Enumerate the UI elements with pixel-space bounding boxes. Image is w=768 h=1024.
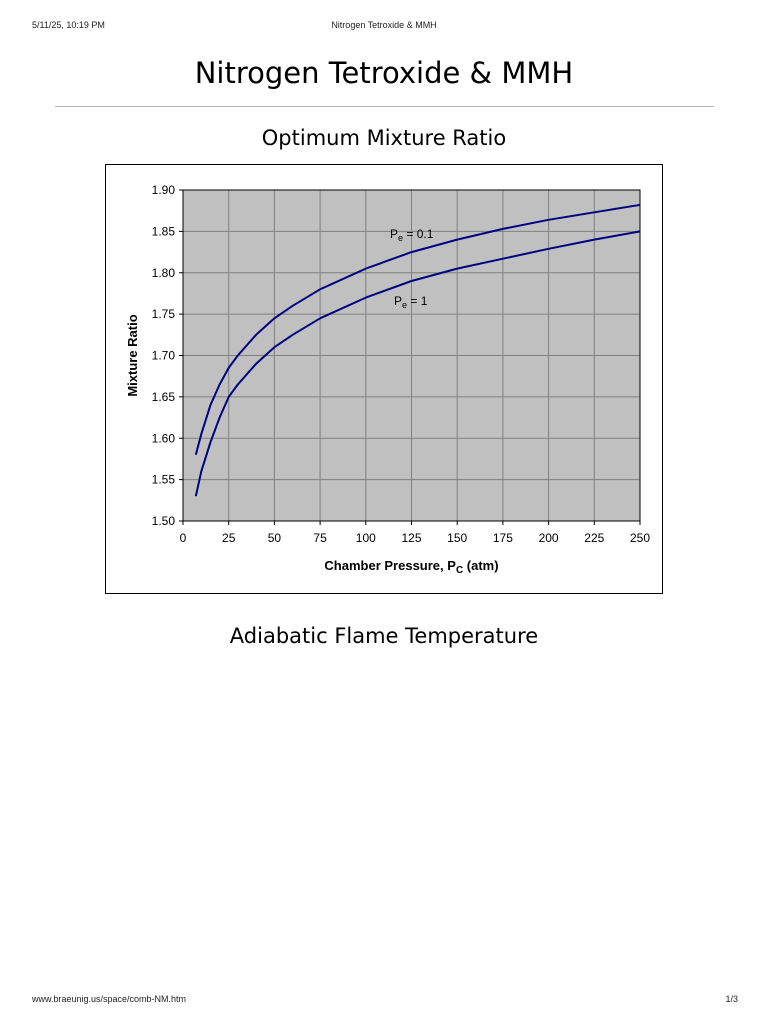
page-title: Nitrogen Tetroxide & MMH: [194, 56, 574, 90]
x-tick-label: 100: [356, 531, 376, 545]
y-tick-label: 1.55: [152, 473, 176, 487]
x-tick-label: 150: [447, 531, 467, 545]
y-tick-label: 1.90: [152, 183, 176, 197]
y-axis-title: Mixture Ratio: [125, 314, 140, 396]
x-tick-label: 125: [401, 531, 421, 545]
y-tick-label: 1.65: [152, 390, 176, 404]
y-tick-label: 1.80: [152, 266, 176, 280]
y-tick-label: 1.70: [152, 349, 176, 363]
x-tick-label: 0: [180, 531, 187, 545]
title-divider: [55, 106, 714, 107]
x-tick-label: 200: [539, 531, 559, 545]
y-tick-label: 1.85: [152, 224, 176, 238]
x-tick-label: 250: [630, 531, 650, 545]
x-axis-title: Chamber Pressure, PC (atm): [324, 558, 498, 576]
flame-temperature-heading: Adiabatic Flame Temperature: [229, 624, 539, 648]
series-line-1: [194, 230, 641, 497]
print-doc-title: Nitrogen Tetroxide & MMH: [331, 20, 437, 30]
y-tick-label: 1.60: [152, 431, 176, 445]
x-tick-label: 25: [222, 531, 236, 545]
series-label-0: Pe = 0.1: [390, 227, 434, 243]
plot-border: [182, 189, 641, 522]
chart-frame: 0 25 50 75 100 125 150 175 200 225 250 1.50 1.55 1.60…: [105, 164, 663, 594]
x-tick-label: 75: [313, 531, 327, 545]
mixture-ratio-chart: 0 25 50 75 100 125 150 175 200 225 250 1.50 1.55 1.60…: [125, 183, 650, 576]
x-tick-label: 175: [493, 531, 513, 545]
series-line-0: [194, 203, 641, 456]
print-page-number: 1/3: [725, 994, 738, 1004]
y-tick-label: 1.50: [152, 514, 176, 528]
chart-section-heading: Optimum Mixture Ratio: [261, 126, 507, 150]
x-tick-label: 225: [584, 531, 604, 545]
y-tick-label: 1.75: [152, 307, 176, 321]
x-tick-label: 50: [268, 531, 282, 545]
print-datetime: 5/11/25, 10:19 PM: [32, 20, 105, 30]
series-label-1: Pe = 1: [394, 294, 428, 310]
print-url[interactable]: www.braeunig.us/space/comb-NM.htm: [32, 994, 187, 1004]
